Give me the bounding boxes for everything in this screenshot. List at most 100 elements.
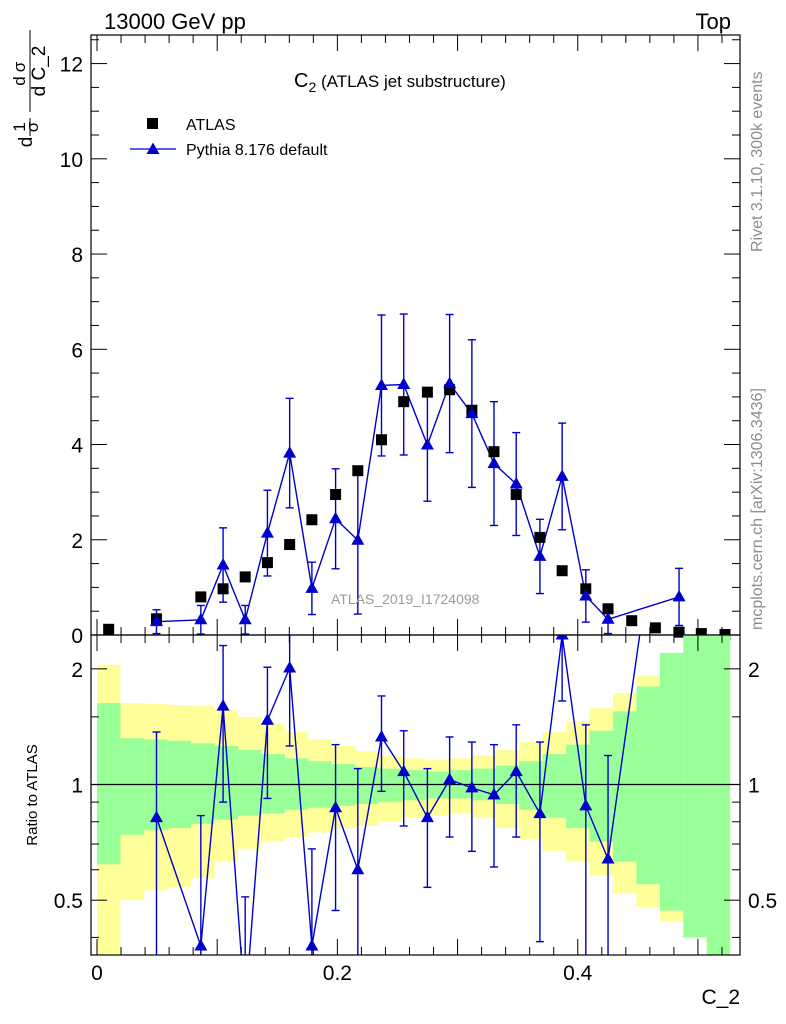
ratio-mc-line: [155, 635, 641, 955]
legend: ATLAS Pythia 8.176 default: [130, 117, 328, 159]
ylabel-d: d: [10, 76, 29, 85]
mc-point: [420, 438, 434, 450]
chart-title: C2 (ATLAS jet substructure): [294, 70, 506, 95]
ratio-band-green: [636, 686, 660, 885]
mc-line: [156, 382, 680, 623]
mc-point: [443, 376, 457, 389]
ratio-x-ticks: 0 0.2 0.4: [91, 635, 723, 985]
mc-point: [487, 456, 501, 469]
ratio-y-tick-label-right: 2: [748, 659, 760, 682]
main-x-ticks: [96, 35, 723, 635]
rivet-label: Rivet 3.1.10, 300k events: [749, 71, 766, 252]
mc-point: [465, 406, 479, 419]
mc-point: [283, 446, 297, 458]
ratio-band-green: [683, 635, 707, 938]
ylabel-one: 1: [10, 122, 29, 131]
mc-point: [555, 469, 569, 481]
atlas-data-point: [330, 489, 342, 501]
legend-mc-marker: [146, 142, 160, 154]
ratio-band-green: [589, 730, 613, 842]
ratio-band-green: [191, 743, 215, 824]
ratio-y-axis-label: Ratio to ATLAS: [24, 744, 41, 845]
atlas-data-point: [195, 591, 207, 603]
chart-title-subscript: 2: [308, 79, 316, 95]
chart-title-rest: (ATLAS jet substructure): [316, 72, 506, 91]
ratio-point: [397, 764, 411, 777]
ratio-point: [579, 798, 593, 811]
atlas-data-point: [510, 489, 522, 501]
main-y-tick-label: 8: [71, 244, 83, 267]
mcplots-label: mcplots.cern.ch [arXiv:1306.3436]: [749, 388, 766, 630]
ylabel-dsigma: σ: [10, 61, 29, 72]
ratio-band-green: [706, 635, 731, 955]
ratio-band-green: [612, 711, 637, 862]
x-tick-label: 0.2: [323, 962, 352, 985]
legend-data-marker: [147, 118, 158, 129]
atlas-data-point: [103, 623, 115, 635]
ratio-band-green: [237, 749, 262, 816]
ratio-band-green: [355, 767, 379, 804]
mc-point: [238, 612, 252, 625]
ratio-band-green: [214, 745, 238, 820]
ratio-band-green: [659, 652, 684, 911]
legend-mc-label: Pythia 8.176 default: [186, 142, 328, 159]
mc-point: [216, 558, 230, 570]
ylabel-sigma: σ: [23, 121, 42, 132]
x-tick-label: 0: [91, 962, 103, 985]
ratio-frame: [90, 634, 741, 956]
ratio-point: [216, 699, 230, 711]
ratio-mc-group: [150, 635, 684, 955]
ratio-point: [601, 851, 615, 864]
ratio-point: [555, 635, 569, 640]
mc-point: [601, 612, 615, 624]
main-y-ticks: 0 2 4 6 8 10 12: [60, 39, 740, 648]
ratio-point: [487, 787, 501, 800]
ratio-point: [351, 862, 365, 875]
atlas-data-point: [580, 583, 592, 595]
mc-point: [533, 549, 547, 561]
mc-point: [579, 588, 593, 601]
x-tick-label: 0.4: [563, 962, 593, 985]
main-y-tick-label: 10: [60, 149, 83, 172]
chart-title-main: C: [294, 70, 308, 92]
ratio-band-green: [542, 754, 567, 818]
ratio-y-tick-label: 1: [71, 775, 83, 798]
ratio-y-tick-label-right: 1: [748, 775, 760, 798]
atlas-data-point: [421, 386, 433, 398]
atlas-data-point: [261, 557, 273, 569]
ratio-plot-marks: [91, 635, 740, 955]
x-axis-label: C_2: [701, 986, 740, 1009]
atlas-data-point: [556, 565, 568, 577]
main-plot-marks: [103, 313, 731, 641]
mc-point: [150, 614, 164, 627]
ratio-panel: 0.5 0.5 1 1 2 2 0 0.2 0.4 Ratio to ATLAS C_2: [24, 634, 777, 1009]
atlas-data-point: [673, 626, 685, 638]
main-y-tick-label: 4: [71, 435, 83, 458]
header-left: 13000 GeV pp: [104, 9, 246, 34]
atlas-data-point: [217, 583, 229, 595]
ratio-band-green: [261, 754, 285, 814]
atlas-data-point: [284, 539, 296, 551]
atlas-data-point: [534, 531, 546, 543]
ratio-point: [194, 938, 208, 951]
ratio-point: [374, 729, 388, 742]
atlas-data-point: [488, 446, 500, 458]
ratio-y-tick-label-right: 0.5: [748, 890, 777, 913]
ratio-point: [509, 764, 523, 777]
main-y-tick-label: 0: [71, 625, 83, 648]
mc-point: [351, 533, 365, 545]
ratio-point: [329, 800, 343, 813]
ylabel-d1: d: [16, 137, 37, 148]
atlas-data-point: [649, 622, 661, 634]
ratio-point: [420, 810, 434, 823]
atlas-data-point: [695, 628, 707, 640]
header-right: Top: [696, 9, 731, 34]
ylabel-dc2: d C_2: [29, 46, 50, 97]
main-y-tick-label: 12: [60, 54, 83, 77]
ratio-point: [465, 780, 479, 793]
atlas-data-point: [444, 384, 456, 396]
main-y-axis-label: d 1 σ d σ d C_2: [10, 30, 50, 147]
ratio-point: [150, 810, 164, 823]
